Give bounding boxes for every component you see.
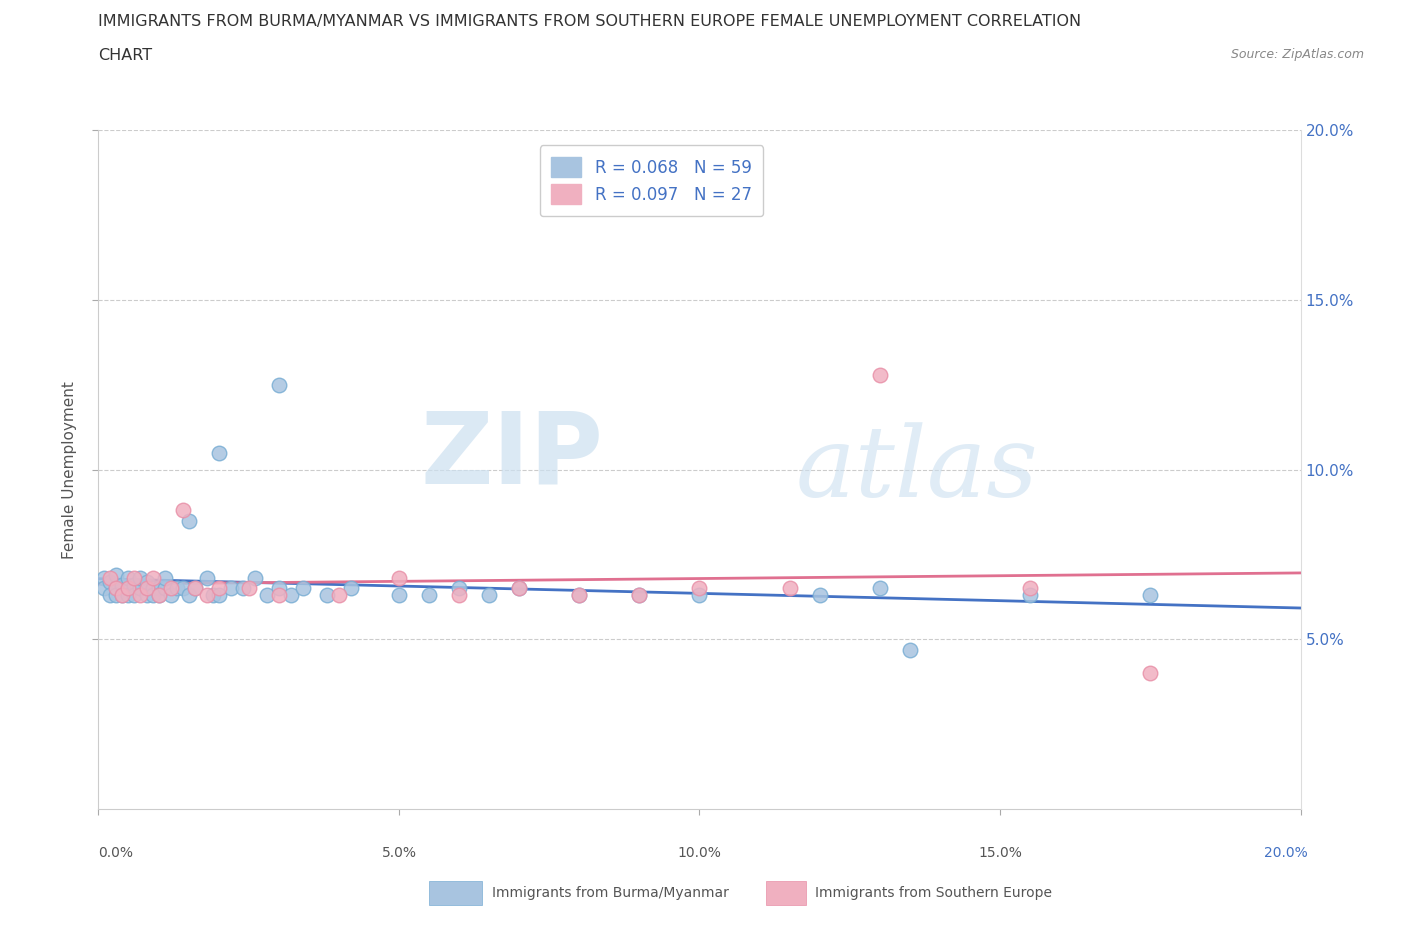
Text: 15.0%: 15.0%: [979, 846, 1022, 860]
Point: [628, 588, 651, 603]
Point: [177, 588, 200, 603]
Text: 0.0%: 0.0%: [98, 846, 134, 860]
Point: [183, 581, 205, 596]
Point: [267, 588, 290, 603]
Point: [418, 588, 440, 603]
Point: [447, 581, 470, 596]
Point: [111, 588, 134, 603]
Point: [93, 571, 115, 586]
Point: [388, 571, 411, 586]
Point: [267, 581, 290, 596]
Point: [129, 588, 152, 603]
Point: [267, 378, 290, 392]
Point: [105, 567, 128, 582]
Text: Source: ZipAtlas.com: Source: ZipAtlas.com: [1230, 48, 1364, 61]
Point: [93, 581, 115, 596]
Point: [166, 581, 188, 596]
Point: [208, 588, 231, 603]
Point: [508, 581, 530, 596]
Point: [219, 581, 242, 596]
Point: [208, 445, 231, 460]
Point: [124, 571, 146, 586]
Point: [183, 581, 205, 596]
Point: [291, 581, 314, 596]
Point: [135, 574, 157, 589]
Point: [117, 581, 139, 596]
Point: [1139, 666, 1161, 681]
Point: [135, 588, 157, 603]
Point: [447, 588, 470, 603]
Point: [148, 588, 170, 603]
Text: Immigrants from Southern Europe: Immigrants from Southern Europe: [815, 885, 1053, 900]
Point: [117, 588, 139, 603]
Point: [117, 581, 139, 596]
Point: [129, 571, 152, 586]
Point: [280, 588, 302, 603]
Point: [508, 581, 530, 596]
Point: [195, 571, 218, 586]
Point: [141, 581, 163, 596]
Point: [141, 588, 163, 603]
Legend: R = 0.068   N = 59, R = 0.097   N = 27: R = 0.068 N = 59, R = 0.097 N = 27: [540, 145, 763, 216]
Point: [388, 588, 411, 603]
Point: [243, 571, 266, 586]
Point: [148, 581, 170, 596]
Text: ZIP: ZIP: [420, 407, 603, 505]
Point: [568, 588, 591, 603]
Point: [105, 581, 128, 596]
Text: atlas: atlas: [796, 422, 1039, 517]
Point: [100, 588, 122, 603]
Point: [141, 571, 163, 586]
Point: [105, 581, 128, 596]
Point: [177, 513, 200, 528]
Point: [153, 581, 176, 596]
Point: [1139, 588, 1161, 603]
Text: CHART: CHART: [98, 48, 152, 63]
Point: [153, 571, 176, 586]
Point: [159, 588, 181, 603]
Text: 10.0%: 10.0%: [678, 846, 721, 860]
Point: [689, 581, 711, 596]
Point: [898, 642, 921, 657]
Point: [100, 571, 122, 586]
Point: [689, 588, 711, 603]
Point: [328, 588, 350, 603]
Point: [1019, 588, 1042, 603]
Point: [869, 367, 891, 382]
Point: [568, 588, 591, 603]
Point: [124, 578, 146, 592]
Point: [340, 581, 363, 596]
Point: [117, 571, 139, 586]
Point: [628, 588, 651, 603]
Point: [208, 581, 231, 596]
Point: [779, 581, 801, 596]
Point: [869, 581, 891, 596]
Point: [172, 503, 194, 518]
Point: [105, 588, 128, 603]
Text: 5.0%: 5.0%: [381, 846, 416, 860]
Y-axis label: Female Unemployment: Female Unemployment: [62, 380, 77, 559]
Point: [100, 574, 122, 589]
Point: [135, 581, 157, 596]
Text: 20.0%: 20.0%: [1264, 846, 1308, 860]
Point: [124, 588, 146, 603]
Point: [201, 588, 224, 603]
Point: [159, 581, 181, 596]
Point: [172, 581, 194, 596]
Text: IMMIGRANTS FROM BURMA/MYANMAR VS IMMIGRANTS FROM SOUTHERN EUROPE FEMALE UNEMPLOY: IMMIGRANTS FROM BURMA/MYANMAR VS IMMIGRA…: [98, 14, 1081, 29]
Point: [111, 578, 134, 592]
Point: [148, 588, 170, 603]
Point: [315, 588, 337, 603]
Point: [478, 588, 501, 603]
Point: [256, 588, 278, 603]
Point: [111, 588, 134, 603]
Point: [238, 581, 260, 596]
Point: [1019, 581, 1042, 596]
Point: [232, 581, 254, 596]
Point: [808, 588, 831, 603]
Point: [129, 581, 152, 596]
Point: [195, 588, 218, 603]
Text: Immigrants from Burma/Myanmar: Immigrants from Burma/Myanmar: [492, 885, 728, 900]
